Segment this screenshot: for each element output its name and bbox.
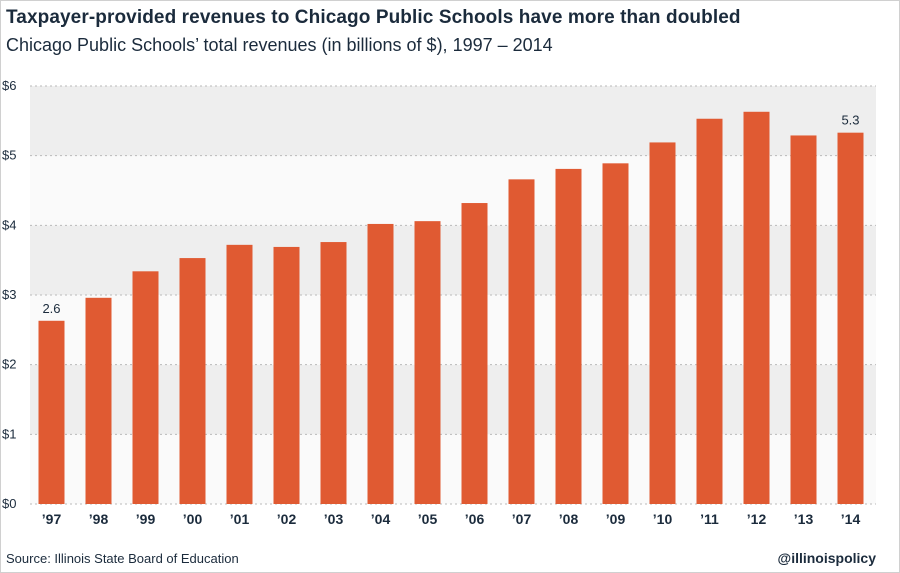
background-band bbox=[30, 155, 876, 226]
bar bbox=[132, 271, 159, 504]
y-tick-label: $6 bbox=[2, 78, 16, 93]
bar bbox=[85, 297, 112, 504]
x-tick-label: ’09 bbox=[606, 511, 626, 527]
source-note: Source: Illinois State Board of Educatio… bbox=[6, 551, 239, 566]
bars bbox=[38, 111, 864, 505]
grid-lines bbox=[30, 85, 876, 505]
x-tick-label: ’12 bbox=[747, 511, 767, 527]
y-tick-label: $0 bbox=[2, 496, 16, 511]
y-tick-label: $4 bbox=[2, 217, 16, 232]
x-tick-label: ’13 bbox=[794, 511, 814, 527]
x-tick-label: ’10 bbox=[653, 511, 673, 527]
bar bbox=[273, 246, 300, 504]
bar bbox=[649, 142, 676, 504]
background-band bbox=[30, 225, 876, 295]
bar bbox=[790, 135, 817, 505]
bar-chart: $0 $1 $2 $3 $4 $5 $6 2.6 5.3 ’97 ’98 ’99 ’00 ’01 ’02… bbox=[2, 78, 876, 527]
x-tick-label: ’98 bbox=[89, 511, 109, 527]
background-band bbox=[30, 434, 876, 504]
y-tick-label: $1 bbox=[2, 426, 16, 441]
data-label: 5.3 bbox=[841, 113, 859, 128]
y-axis: $0 $1 $2 $3 $4 $5 $6 bbox=[2, 78, 16, 511]
bar bbox=[696, 118, 723, 504]
x-tick-label: ’03 bbox=[324, 511, 344, 527]
bar bbox=[414, 221, 441, 505]
y-tick-label: $5 bbox=[2, 148, 16, 163]
social-handle: @illinoispolicy bbox=[777, 550, 876, 566]
bar bbox=[837, 132, 864, 504]
x-tick-label: ’99 bbox=[136, 511, 156, 527]
y-tick-label: $3 bbox=[2, 287, 16, 302]
bar bbox=[320, 242, 347, 504]
x-tick-label: ’00 bbox=[183, 511, 203, 527]
x-tick-label: ’04 bbox=[371, 511, 391, 527]
bar bbox=[461, 203, 488, 505]
x-tick-label: ’14 bbox=[841, 511, 861, 527]
bar bbox=[38, 320, 65, 504]
x-tick-label: ’05 bbox=[418, 511, 438, 527]
x-tick-label: ’02 bbox=[277, 511, 297, 527]
x-axis: ’97 ’98 ’99 ’00 ’01 ’02 ’03 ’04 ’05 ’06 ’07 ’08 ’09 ’… bbox=[42, 511, 861, 527]
x-tick-label: ’07 bbox=[512, 511, 532, 527]
background-band bbox=[30, 86, 876, 156]
bar bbox=[508, 179, 535, 504]
x-tick-label: ’01 bbox=[230, 511, 250, 527]
chart-title: Taxpayer-provided revenues to Chicago Pu… bbox=[6, 7, 741, 28]
bar bbox=[367, 223, 394, 504]
bar bbox=[555, 168, 582, 505]
x-tick-label: ’11 bbox=[700, 511, 719, 527]
bar bbox=[179, 258, 206, 504]
background-band bbox=[30, 295, 876, 365]
x-tick-label: ’08 bbox=[559, 511, 579, 527]
data-label: 2.6 bbox=[42, 301, 60, 316]
x-tick-label: ’97 bbox=[42, 511, 62, 527]
y-tick-label: $2 bbox=[2, 357, 16, 372]
x-tick-label: ’06 bbox=[465, 511, 485, 527]
data-labels: 2.6 5.3 bbox=[42, 113, 859, 316]
bar bbox=[743, 111, 770, 504]
bar bbox=[226, 244, 253, 504]
background-bands bbox=[30, 86, 876, 504]
bar bbox=[602, 163, 629, 504]
chart-subtitle: Chicago Public Schools’ total revenues (… bbox=[6, 35, 553, 55]
background-band bbox=[30, 364, 876, 435]
